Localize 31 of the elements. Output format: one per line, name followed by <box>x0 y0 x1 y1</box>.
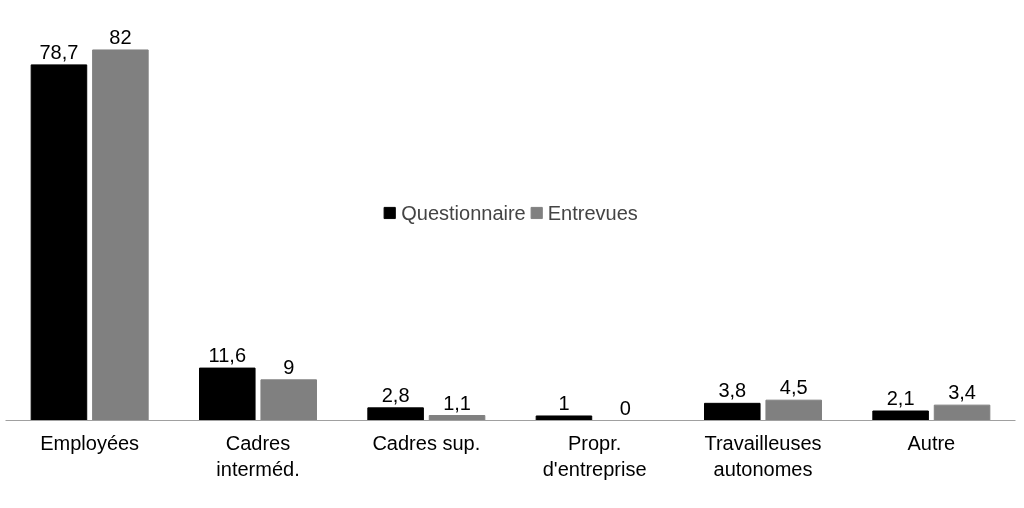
x-tick-label: Autre <box>907 431 956 454</box>
data-label: 1 <box>558 391 570 414</box>
bar <box>933 404 991 421</box>
data-label: 11,6 <box>208 344 247 367</box>
bar <box>428 415 486 421</box>
data-label: 1,1 <box>443 391 471 414</box>
data-label: 78,7 <box>39 40 79 63</box>
bar <box>260 379 317 421</box>
x-tick-label: Propr. d'entreprise <box>542 431 647 480</box>
data-label: 4,5 <box>779 376 808 399</box>
data-label: 0 <box>619 396 631 419</box>
x-tick-label: Cadres sup. <box>372 431 481 454</box>
x-tick-label: Cadres interméd. <box>216 431 300 480</box>
data-label: 3,4 <box>948 381 976 404</box>
bar <box>92 49 149 421</box>
data-label: 82 <box>109 25 132 48</box>
x-tick-label: Travailleuses autonomes <box>704 431 822 480</box>
data-label: 9 <box>283 355 295 378</box>
legend-label: Questionnaire <box>401 201 526 224</box>
bar <box>704 402 761 421</box>
bar <box>535 415 593 421</box>
bar <box>765 399 822 421</box>
bar <box>872 410 929 421</box>
data-label: 3,8 <box>718 379 747 402</box>
legend-label: Entrevues <box>547 201 638 224</box>
bar <box>30 64 88 421</box>
data-label: 2,8 <box>381 383 410 406</box>
x-tick-label: Employées <box>40 431 140 454</box>
bar <box>367 407 424 421</box>
data-label: 2,1 <box>886 387 915 410</box>
bar <box>199 367 256 421</box>
